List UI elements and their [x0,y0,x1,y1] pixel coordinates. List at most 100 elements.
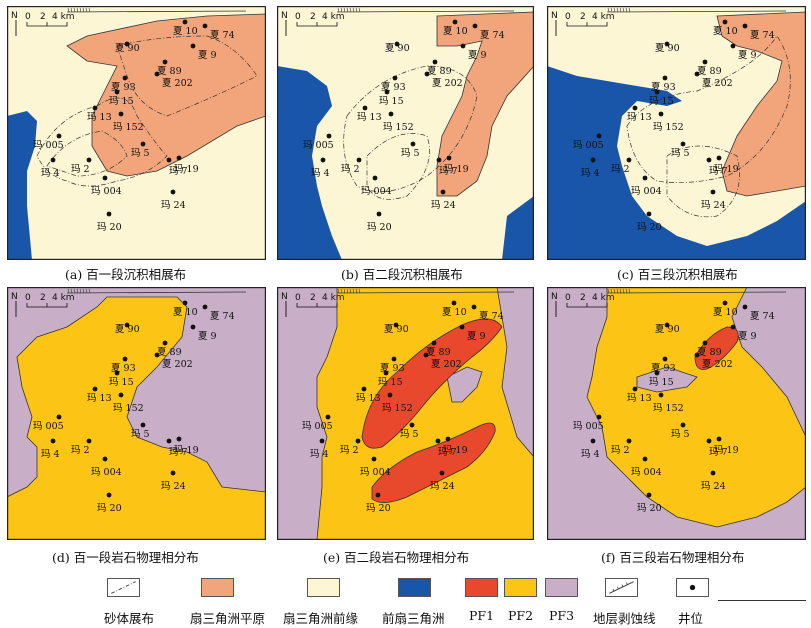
erosion-tick [352,288,355,294]
well-dot-icon [355,438,361,444]
erosion-line [66,10,247,13]
well-label: 玛 2 [71,445,90,456]
caption-b: (b) 百二段沉积相展布 [341,267,463,282]
well-label: 玛 005 [302,421,333,432]
erosion-tick [625,288,628,294]
pf1-swatch [465,578,498,597]
well-dot-icon [166,157,172,163]
well-marker: 玛 20 [97,492,122,514]
erosion-tick [73,288,76,294]
well-dot-icon [190,324,196,330]
well-marker: 玛 7 [169,155,188,177]
well-label: 夏 74 [750,30,775,41]
well-marker: 玛 2 [71,438,92,456]
well-dot-icon [431,340,437,346]
north-arrow-label: N [551,292,558,302]
erosion-tick [79,7,82,13]
erosion-tick [67,7,70,13]
scale-tick-label: 2 [40,12,46,22]
well-label: 夏 10 [443,26,468,37]
scale-tick-label: 0 [295,12,301,22]
scale-bar [26,303,68,308]
well-label: 夏 202 [162,78,193,89]
erosion-tick [622,288,625,294]
well-dot-icon [376,211,382,217]
well-label: 夏 93 [111,363,136,374]
well-dot-icon [124,322,130,328]
erosion-tick [625,7,628,13]
erosion-tick [610,288,613,294]
scale-bar [566,303,608,308]
well-label: 玛 19 [174,164,199,175]
well-marker: 夏 74 [202,304,235,322]
well-dot-icon [56,414,62,420]
well-dot-icon [190,43,196,49]
well-dot-icon [154,352,160,358]
well-marker: 夏 90 [115,322,140,335]
legend-well: 井位 [673,578,713,626]
well-marker: 夏 10 [443,19,468,37]
well-dot-icon [590,157,596,163]
well-marker: 玛 13 [357,105,382,123]
well-dot-icon [202,304,208,310]
well-label: 玛 13 [356,393,381,404]
erosion-tick [346,7,349,13]
well-marker: 玛 15 [378,370,403,388]
erosion-tick [607,288,610,294]
well-dot-icon [451,300,457,306]
well-dot-icon [596,133,602,139]
well-dot-icon [435,438,441,444]
well-marker: 玛 005 [33,414,64,432]
sand-body-outlines [343,65,478,200]
well-label: 玛 20 [637,503,662,514]
well-label: 玛 4 [581,449,600,460]
well-marker: 夏 74 [202,23,235,41]
legend-label: 扇三角洲平原 [190,611,266,626]
well-label: 玛 5 [671,429,690,440]
well-label: 玛 15 [109,377,134,388]
well-dot-icon [716,155,722,161]
scale-tick-label: 0 [295,293,301,303]
well-dot-icon [646,492,652,498]
well-marker: 夏 74 [472,23,505,41]
well-label: 玛 5 [671,148,690,159]
well-dot-icon [122,356,128,362]
plain-area [66,13,266,177]
legend-pre-fan-delta: 前扇三角洲 [382,578,452,626]
erosion-tick [340,7,343,13]
erosion-tick [619,7,622,13]
well-label: 玛 4 [41,168,60,179]
well-marker: 玛 13 [87,105,112,123]
well-dot-icon [439,470,445,476]
well-dot-icon [162,340,168,346]
well-label: 玛 5 [401,148,420,159]
well-dot-icon [646,211,652,217]
erosion-tick [73,7,76,13]
erosion-tick [343,7,346,13]
well-dot-icon [432,59,438,65]
well-marker: 玛 13 [356,386,381,404]
well-dot-icon [375,492,381,498]
well-marker: 夏 74 [742,23,775,41]
well-dot-icon [722,300,728,306]
erosion-tick [82,7,85,13]
well-label: 玛 7 [439,166,458,177]
well-label: 玛 15 [109,96,134,107]
well-dot-icon [742,304,748,310]
erosion-tick [349,7,352,13]
well-label: 玛 5 [400,429,419,440]
well-dot-icon [694,71,700,77]
well-marker: 玛 20 [367,211,392,233]
erosion-tick [70,288,73,294]
well-marker: 夏 74 [742,304,775,322]
north-arrow-label: N [281,292,288,302]
well-label: 玛 005 [303,140,334,151]
erosion-tick [622,7,625,13]
scale-tick-label: 0 [565,293,571,303]
erosion-tick [85,7,88,13]
well-dot-icon [716,436,722,442]
scale-tick-label: 4 km [52,12,75,22]
